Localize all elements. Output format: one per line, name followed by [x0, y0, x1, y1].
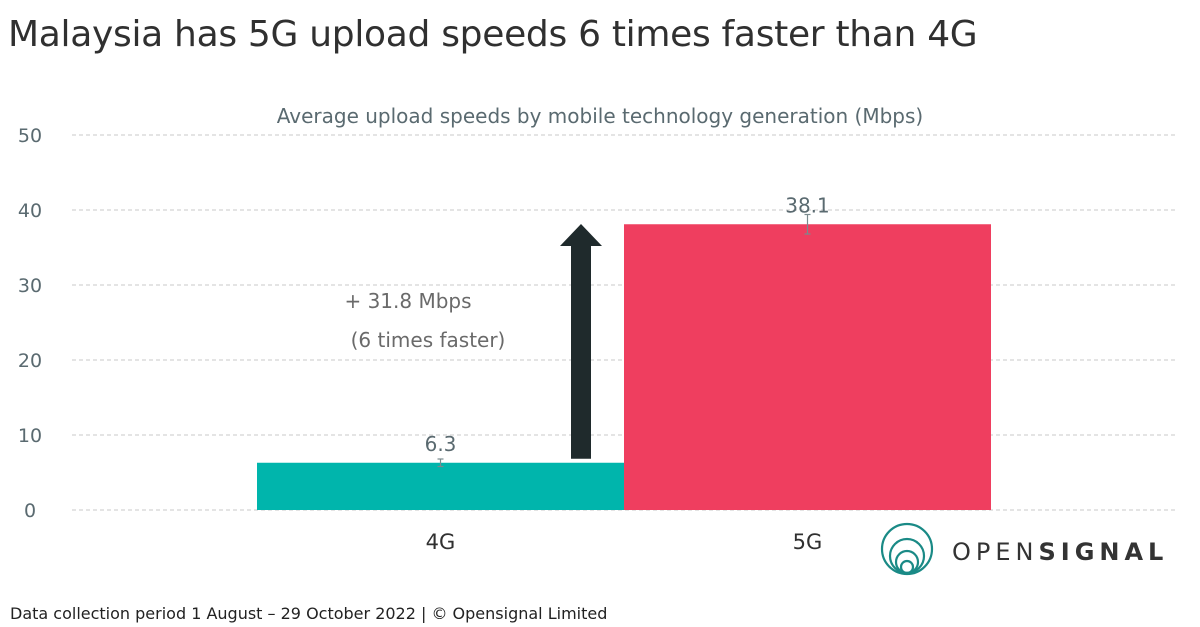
value-labels: 6.3 38.1 — [425, 193, 830, 456]
footer-source: Data collection period 1 August – 29 Oct… — [10, 604, 608, 623]
opensignal-logo-text: OPENSIGNAL — [952, 538, 1168, 566]
x-tick-label-5g: 5G — [793, 530, 823, 554]
headline: Malaysia has 5G upload speeds 6 times fa… — [8, 14, 978, 55]
bars — [257, 224, 991, 510]
x-tick-label-4g: 4G — [426, 530, 456, 554]
bar-5g — [624, 224, 991, 510]
gridlines — [72, 134, 1176, 511]
error-bars — [437, 213, 811, 468]
logo-text-light: OPEN — [952, 538, 1039, 566]
difference-arrow — [560, 224, 602, 459]
y-axis-ticks: 0 10 20 30 40 50 — [18, 125, 42, 522]
y-tick-label-0: 0 — [24, 500, 36, 522]
y-tick-label-10: 10 — [18, 425, 42, 447]
value-label-4g: 6.3 — [425, 432, 457, 456]
x-axis-ticks: 4G 5G — [426, 530, 823, 554]
bar-4g — [257, 462, 624, 510]
logo-text-bold: SIGNAL — [1038, 538, 1169, 566]
annotation-ratio: (6 times faster) — [351, 328, 506, 352]
value-label-5g: 38.1 — [785, 193, 830, 217]
difference-annotation: + 31.8 Mbps (6 times faster) — [344, 224, 602, 459]
y-tick-label-30: 30 — [18, 275, 42, 297]
y-tick-label-40: 40 — [18, 200, 42, 222]
y-tick-label-50: 50 — [18, 125, 42, 147]
bar-chart: Average upload speeds by mobile technolo… — [18, 104, 1176, 554]
y-tick-label-20: 20 — [18, 350, 42, 372]
chart-title: Average upload speeds by mobile technolo… — [277, 104, 923, 128]
annotation-difference: + 31.8 Mbps — [344, 289, 471, 313]
opensignal-rings-icon — [880, 522, 934, 576]
